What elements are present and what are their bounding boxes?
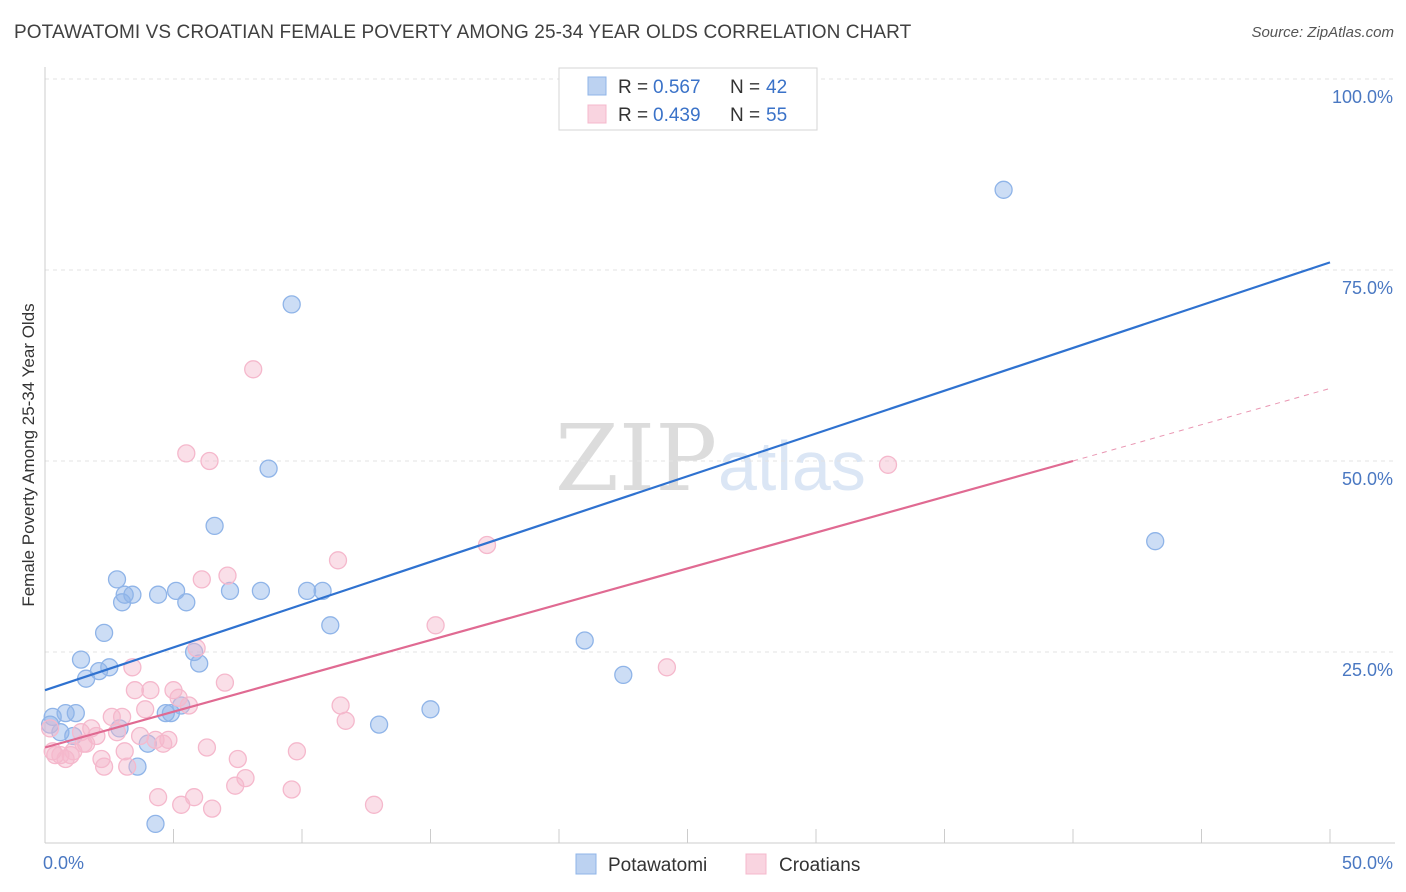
point-potawatomi [66, 703, 85, 723]
legend-n-value: 55 [766, 105, 787, 126]
point-potawatomi [166, 581, 186, 601]
y-tick-label: 25.0% [1342, 660, 1393, 680]
point-croatians [115, 742, 134, 761]
point-croatians [184, 788, 204, 807]
bottom-legend: Potawatomi Croatians [575, 853, 860, 876]
trend-line-croatians [44, 459, 1074, 749]
legend-n-label: N = [730, 77, 760, 98]
point-croatians [364, 795, 384, 814]
y-tick-label: 75.0% [1342, 278, 1393, 298]
point-croatians [657, 658, 677, 677]
point-croatians [136, 700, 155, 719]
point-croatians [228, 749, 247, 769]
point-potawatomi [146, 814, 165, 834]
watermark-zip: ZIP [555, 405, 717, 512]
point-potawatomi [1146, 532, 1165, 551]
point-potawatomi [421, 700, 440, 719]
data-points [40, 69, 1165, 834]
point-potawatomi [282, 295, 301, 314]
point-potawatomi [220, 581, 240, 601]
point-croatians [287, 742, 307, 761]
point-croatians [94, 757, 114, 776]
point-croatians [244, 360, 263, 379]
point-croatians [141, 681, 160, 700]
bottom-legend-swatch [575, 853, 597, 875]
point-croatians [40, 719, 60, 738]
x-tick-label: 0.0% [43, 853, 84, 873]
point-croatians [177, 444, 196, 463]
point-potawatomi [115, 585, 134, 604]
y-tick-label: 50.0% [1342, 469, 1393, 489]
trend-extension-croatians [1072, 387, 1331, 462]
point-potawatomi [128, 757, 147, 776]
point-potawatomi [123, 585, 142, 604]
point-croatians [197, 738, 217, 757]
point-potawatomi [369, 715, 389, 734]
point-croatians [426, 616, 445, 635]
point-potawatomi [994, 180, 1013, 199]
point-croatians [46, 745, 65, 765]
point-potawatomi [100, 658, 119, 677]
legend-r-value: 0.439 [653, 105, 701, 126]
point-potawatomi [614, 665, 633, 685]
point-potawatomi [177, 593, 196, 612]
point-croatians [236, 768, 255, 788]
legend-swatch [587, 76, 607, 96]
point-croatians [200, 451, 219, 471]
point-croatians [282, 780, 301, 799]
point-potawatomi [190, 654, 209, 673]
watermark: ZIP atlas [555, 405, 866, 512]
point-potawatomi [259, 459, 278, 478]
point-croatians [159, 730, 178, 750]
point-potawatomi [148, 585, 168, 604]
chart-title: POTAWATOMI VS CROATIAN FEMALE POVERTY AM… [14, 22, 912, 43]
point-croatians [148, 788, 168, 807]
point-potawatomi [313, 581, 332, 601]
legend: R = 0.567 N = 42 R = 0.439 N = 55 [558, 67, 818, 131]
point-potawatomi [575, 631, 594, 650]
legend-swatch [587, 104, 607, 124]
point-croatians [215, 673, 235, 692]
tick-labels: 25.0% 50.0% 75.0% 100.0% 0.0% 50.0% [43, 87, 1393, 873]
point-potawatomi [71, 650, 91, 669]
x-tick-label: 50.0% [1342, 853, 1393, 873]
point-croatians [130, 726, 150, 746]
bottom-legend-label: Croatians [779, 855, 860, 876]
y-tick-label: 100.0% [1332, 87, 1393, 107]
point-croatians [226, 776, 245, 795]
chart-source: Source: ZipAtlas.com [1251, 24, 1394, 41]
point-croatians [125, 681, 145, 700]
watermark-atlas: atlas [718, 427, 866, 505]
point-croatians [202, 799, 222, 818]
point-croatians [331, 696, 350, 715]
legend-r-label: R = [618, 77, 648, 98]
point-croatians [878, 455, 898, 474]
legend-r-label: R = [618, 105, 648, 126]
point-croatians [74, 734, 93, 753]
point-croatians [336, 711, 355, 730]
legend-n-value: 42 [766, 77, 787, 98]
point-potawatomi [321, 616, 340, 635]
trend-line-potawatomi [44, 261, 1331, 692]
point-croatians [112, 707, 132, 727]
point-potawatomi [56, 703, 75, 723]
trend-lines [44, 261, 1331, 749]
point-croatians [328, 551, 348, 570]
point-croatians [192, 570, 211, 589]
legend-n-label: N = [730, 105, 760, 126]
point-potawatomi [107, 570, 127, 589]
point-potawatomi [205, 516, 224, 536]
point-potawatomi [94, 623, 114, 643]
point-croatians [118, 757, 137, 776]
point-croatians [218, 566, 237, 585]
point-potawatomi [251, 581, 271, 601]
bottom-legend-swatch [745, 853, 767, 875]
bottom-legend-label: Potawatomi [608, 855, 707, 876]
point-potawatomi [297, 581, 317, 601]
legend-r-value: 0.567 [653, 77, 701, 98]
